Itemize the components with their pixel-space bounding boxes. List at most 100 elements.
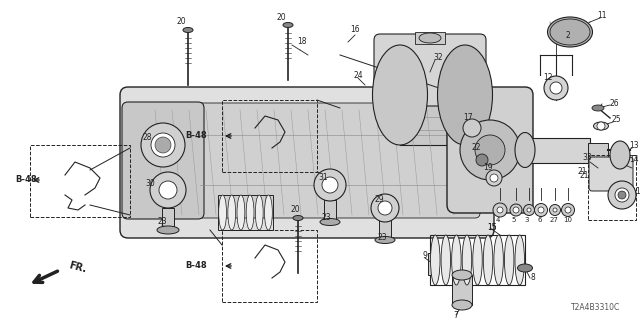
Text: 17: 17	[463, 113, 473, 122]
Ellipse shape	[452, 300, 472, 310]
Ellipse shape	[283, 22, 293, 28]
Bar	[430, 235, 525, 285]
Ellipse shape	[419, 33, 441, 43]
Text: 23: 23	[377, 233, 387, 242]
Text: 3: 3	[525, 217, 529, 223]
Ellipse shape	[264, 195, 272, 230]
Circle shape	[322, 177, 338, 193]
Bar	[218, 195, 273, 230]
Text: 19: 19	[483, 164, 493, 172]
Circle shape	[151, 133, 175, 157]
Text: 15: 15	[487, 223, 497, 233]
Ellipse shape	[504, 235, 514, 285]
FancyBboxPatch shape	[374, 34, 486, 106]
FancyBboxPatch shape	[120, 87, 494, 238]
Circle shape	[378, 201, 392, 215]
Circle shape	[497, 207, 503, 213]
Ellipse shape	[550, 204, 561, 215]
Ellipse shape	[561, 204, 575, 217]
Ellipse shape	[255, 195, 263, 230]
Bar	[379, 220, 391, 238]
Bar	[324, 200, 336, 220]
Ellipse shape	[515, 235, 524, 285]
Ellipse shape	[375, 236, 395, 244]
Text: 6: 6	[538, 217, 542, 223]
Ellipse shape	[494, 235, 504, 285]
Ellipse shape	[452, 270, 472, 280]
Text: 20: 20	[176, 18, 186, 27]
Circle shape	[460, 120, 520, 180]
Ellipse shape	[462, 235, 472, 285]
Bar	[588, 143, 608, 158]
Text: 2: 2	[566, 30, 570, 39]
Text: 5: 5	[512, 217, 516, 223]
Ellipse shape	[157, 226, 179, 234]
Circle shape	[608, 181, 636, 209]
Text: 30: 30	[145, 179, 155, 188]
Circle shape	[463, 119, 481, 137]
Text: 14: 14	[629, 156, 639, 164]
Bar	[222, 230, 317, 302]
Ellipse shape	[610, 141, 630, 169]
Text: 28: 28	[142, 133, 152, 142]
Text: 1: 1	[636, 188, 640, 196]
Ellipse shape	[534, 204, 547, 217]
Ellipse shape	[293, 215, 303, 220]
Text: 22: 22	[471, 143, 481, 153]
Circle shape	[475, 135, 505, 165]
Text: 20: 20	[290, 205, 300, 214]
Bar	[415, 32, 445, 44]
Text: B-48: B-48	[15, 175, 36, 185]
Circle shape	[565, 207, 571, 213]
Text: 25: 25	[611, 116, 621, 124]
Text: 33: 33	[582, 154, 592, 163]
Circle shape	[150, 172, 186, 208]
Circle shape	[538, 207, 544, 213]
Circle shape	[544, 76, 568, 100]
Ellipse shape	[493, 203, 507, 217]
Text: 11: 11	[597, 11, 607, 20]
Bar	[452, 275, 472, 305]
Ellipse shape	[320, 219, 340, 226]
Bar	[222, 100, 317, 172]
Ellipse shape	[183, 28, 193, 33]
Ellipse shape	[510, 204, 522, 216]
Text: 32: 32	[433, 53, 443, 62]
Bar	[428, 253, 436, 275]
FancyArrowPatch shape	[608, 162, 612, 166]
Ellipse shape	[372, 45, 428, 145]
Ellipse shape	[228, 195, 236, 230]
Circle shape	[141, 123, 185, 167]
Ellipse shape	[441, 235, 451, 285]
Circle shape	[476, 154, 488, 166]
Text: 21: 21	[579, 171, 589, 180]
Circle shape	[618, 191, 626, 199]
Ellipse shape	[473, 235, 483, 285]
Text: 7: 7	[454, 310, 458, 319]
Circle shape	[371, 194, 399, 222]
Ellipse shape	[483, 235, 493, 285]
Text: 4: 4	[496, 217, 500, 223]
Circle shape	[486, 170, 502, 186]
Text: 15: 15	[487, 223, 497, 233]
Text: FR.: FR.	[68, 260, 88, 274]
Circle shape	[615, 188, 629, 202]
Ellipse shape	[237, 195, 245, 230]
Bar	[400, 45, 465, 145]
Circle shape	[550, 82, 562, 94]
Text: 10: 10	[563, 217, 573, 223]
FancyBboxPatch shape	[447, 87, 533, 213]
Text: 21: 21	[577, 167, 587, 177]
Ellipse shape	[452, 235, 461, 285]
Circle shape	[314, 169, 346, 201]
Text: B-48: B-48	[186, 261, 207, 270]
Bar	[525, 138, 590, 163]
Ellipse shape	[518, 264, 532, 272]
Bar	[588, 155, 636, 220]
Text: 23: 23	[157, 218, 167, 227]
Text: 26: 26	[609, 99, 619, 108]
Text: 31: 31	[318, 173, 328, 182]
Text: B-48: B-48	[186, 132, 207, 140]
Text: 16: 16	[350, 26, 360, 35]
Text: 13: 13	[629, 140, 639, 149]
